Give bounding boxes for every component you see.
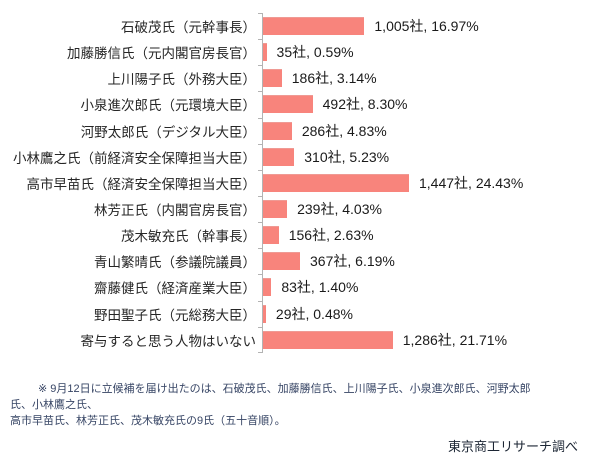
source-credit: 東京商工リサーチ調べ — [447, 439, 578, 454]
bar — [263, 330, 393, 349]
category-label: 齋藤健氏（経済産業大臣） — [94, 281, 256, 297]
value-label: 156社, 2.63% — [288, 227, 374, 244]
bar-chart: 石破茂氏（元幹事長） 1,005社, 16.97% 加藤勝信氏（元内閣官房長官） 35… — [0, 13, 600, 353]
chart-row: 小泉進次郎氏（元環境大臣） 492社, 8.30% — [0, 91, 600, 118]
footnote: ※ 9月12日に立候補を届け出たのは、石破茂氏、加藤勝信氏、上川陽子氏、小泉進次… — [10, 381, 550, 429]
bar-cell: 156社, 2.63% — [258, 222, 600, 249]
bar — [263, 121, 292, 140]
bar-cell: 492社, 8.30% — [258, 91, 600, 118]
value-label: 1,005社, 16.97% — [374, 18, 479, 35]
value-label: 310社, 5.23% — [304, 148, 390, 165]
value-label: 1,447社, 24.43% — [419, 174, 524, 191]
bar-cell: 1,286社, 21.71% — [258, 326, 600, 353]
chart-row: 齋藤健氏（経済産業大臣） 83社, 1.40% — [0, 274, 600, 301]
bar-cell: 367社, 6.19% — [258, 248, 600, 275]
bar-cell: 1,005社, 16.97% — [258, 13, 600, 40]
category-label: 河野太郎氏（デジタル大臣） — [80, 124, 256, 140]
bar — [263, 17, 365, 36]
category-label: 寄与すると思う人物はいない — [80, 333, 257, 349]
chart-row: 青山繁晴氏（参議院議員） 367社, 6.19% — [0, 248, 600, 275]
value-label: 29社, 0.48% — [275, 305, 353, 322]
footnote-line-2: 高市早苗氏、林芳正氏、茂木敏充氏の9氏（五十音順）。 — [10, 415, 286, 427]
chart-row: 上川陽子氏（外務大臣） 186社, 3.14% — [0, 65, 600, 92]
bar-cell: 186社, 3.14% — [258, 65, 600, 92]
chart-row: 石破茂氏（元幹事長） 1,005社, 16.97% — [0, 13, 600, 40]
bar — [263, 43, 267, 62]
bar-rows: 石破茂氏（元幹事長） 1,005社, 16.97% 加藤勝信氏（元内閣官房長官） 35… — [0, 13, 600, 353]
category-label: 青山繁晴氏（参議院議員） — [94, 255, 256, 271]
value-label: 367社, 6.19% — [310, 253, 395, 270]
chart-row: 河野太郎氏（デジタル大臣） 286社, 4.83% — [0, 117, 600, 144]
category-label: 上川陽子氏（外務大臣） — [107, 72, 257, 88]
bar — [263, 147, 295, 166]
bar — [263, 226, 279, 245]
value-label: 492社, 8.30% — [322, 96, 408, 113]
bar — [263, 200, 288, 219]
chart-row: 野田聖子氏（元総務大臣） 29社, 0.48% — [0, 300, 600, 327]
bar-cell: 29社, 0.48% — [258, 300, 600, 327]
category-label: 高市早苗氏（経済安全保障担当大臣） — [26, 176, 257, 192]
bar-cell: 310社, 5.23% — [258, 143, 600, 170]
bar — [263, 173, 409, 192]
chart-row: 寄与すると思う人物はいない 1,286社, 21.71% — [0, 326, 600, 353]
chart-row: 高市早苗氏（経済安全保障担当大臣） 1,447社, 24.43% — [0, 169, 600, 196]
category-label: 加藤勝信氏（元内閣官房長官） — [67, 46, 256, 62]
bar — [263, 69, 282, 88]
category-label: 野田聖子氏（元総務大臣） — [94, 307, 256, 323]
chart-row: 小林鷹之氏（前経済安全保障担当大臣） 310社, 5.23% — [0, 143, 600, 170]
category-label: 石破茂氏（元幹事長） — [121, 20, 256, 36]
value-label: 186社, 3.14% — [291, 70, 377, 87]
chart-row: 茂木敏充氏（幹事長） 156社, 2.63% — [0, 222, 600, 249]
bar-cell: 239社, 4.03% — [258, 195, 600, 223]
bar-cell: 1,447社, 24.43% — [258, 169, 600, 196]
bar-cell: 286社, 4.83% — [258, 117, 600, 144]
category-label: 林芳正氏（内閣官房長官） — [94, 203, 256, 219]
chart-row: 加藤勝信氏（元内閣官房長官） 35社, 0.59% — [0, 39, 600, 66]
value-label: 286社, 4.83% — [301, 122, 387, 139]
value-label: 83社, 1.40% — [281, 279, 359, 296]
bar-cell: 35社, 0.59% — [258, 39, 600, 66]
category-label: 小泉進次郎氏（元環境大臣） — [80, 98, 257, 114]
bar — [263, 278, 272, 297]
footnote-line-1: ※ 9月12日に立候補を届け出たのは、石破茂氏、加藤勝信氏、上川陽子氏、小泉進次… — [10, 383, 531, 411]
category-label: 小林鷹之氏（前経済安全保障担当大臣） — [13, 150, 256, 166]
chart-row: 林芳正氏（内閣官房長官） 239社, 4.03% — [0, 195, 600, 223]
bar — [263, 95, 313, 114]
value-label: 35社, 0.59% — [276, 44, 354, 61]
category-label: 茂木敏充氏（幹事長） — [121, 229, 256, 245]
bar — [263, 252, 301, 271]
value-label: 1,286社, 21.71% — [402, 331, 508, 348]
value-label: 239社, 4.03% — [297, 201, 382, 218]
bar-cell: 83社, 1.40% — [258, 274, 600, 301]
bar — [263, 304, 266, 323]
